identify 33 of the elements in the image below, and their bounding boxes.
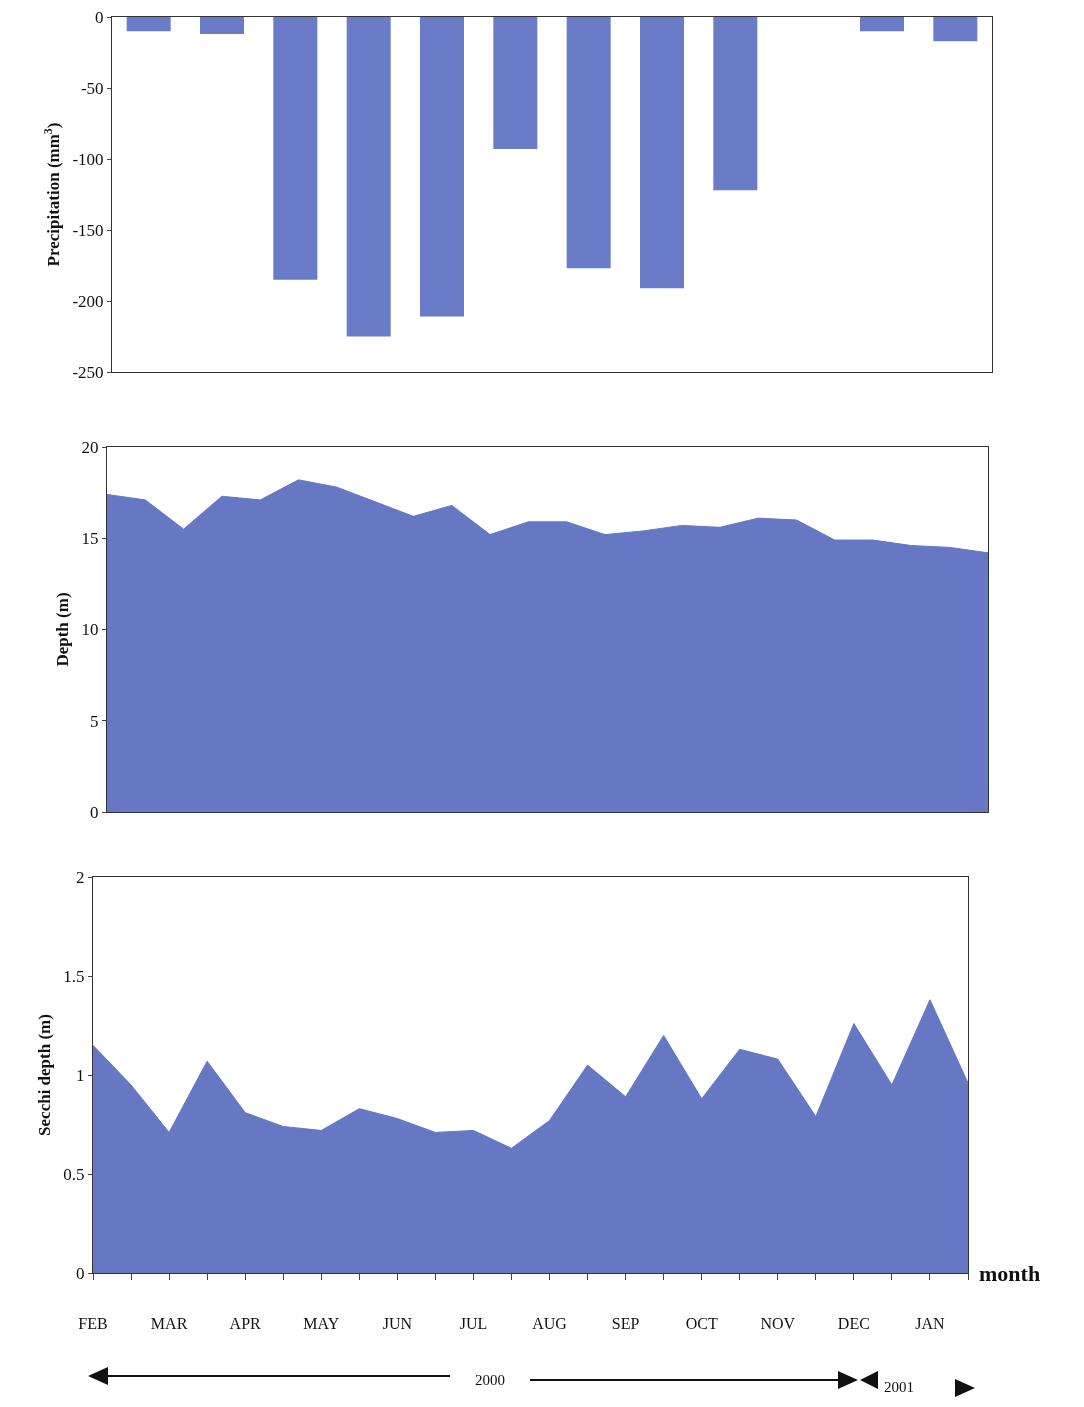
y-axis-title: Secchi depth (m) (34, 1014, 54, 1136)
x-axis-title: month (979, 1261, 1041, 1286)
text: 2000 (475, 1372, 505, 1388)
x-tick-label: MAR (150, 1315, 188, 1333)
x-tick-label: NOV (760, 1315, 796, 1333)
y-tick-label: 1 (76, 1065, 85, 1085)
text: 2001 (884, 1379, 914, 1395)
y-tick-label: -150 (72, 220, 104, 240)
y-tick-label: 0.5 (63, 1164, 85, 1184)
x-tick-label: JAN (915, 1315, 946, 1333)
y-tick-label: 20 (81, 437, 99, 457)
y-tick-label: -200 (72, 291, 104, 311)
y-tick-label: 5 (90, 711, 99, 731)
x-tick-label: SEP (611, 1315, 640, 1333)
y-tick-label: 0 (90, 802, 99, 822)
y-tick-label: 15 (81, 529, 99, 549)
x-tick-label: APR (229, 1315, 262, 1333)
x-tick-label: DEC (837, 1315, 870, 1333)
y-tick-label: -50 (80, 78, 104, 98)
x-tick-label: JUN (382, 1315, 413, 1333)
y-tick-label: 0 (95, 7, 104, 27)
y-tick-label: -250 (72, 362, 104, 382)
y-tick-label: 10 (81, 620, 99, 640)
x-tick-label: AUG (532, 1315, 568, 1333)
y-tick-label: -100 (72, 149, 104, 169)
x-tick-label: MAY (303, 1315, 340, 1333)
y-tick-label: 0 (76, 1263, 85, 1283)
y-axis-title: Depth (m) (53, 592, 73, 667)
y-tick-label: 2 (76, 867, 85, 887)
x-tick-label: JUL (459, 1315, 488, 1333)
x-tick-label: OCT (685, 1315, 718, 1333)
x-tick-label: FEB (78, 1315, 108, 1333)
y-tick-label: 1.5 (63, 966, 85, 986)
